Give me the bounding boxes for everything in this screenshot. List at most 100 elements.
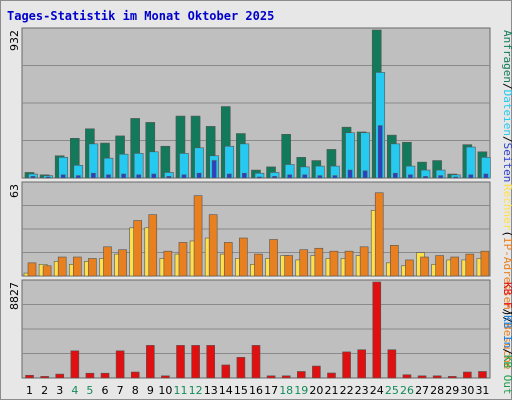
bar-kb-f-day-7 [115,350,125,379]
x-tick-label-day-20: 20 [309,384,323,397]
bar-kb-f-day-25 [387,349,397,379]
bar-seiten-day-30 [468,174,474,179]
x-tick-label-day-29: 29 [445,384,459,397]
bar-besuche-day-27 [420,256,429,277]
y-max-tick-label: 63 [8,184,21,198]
x-tick-label-day-3: 3 [56,384,63,397]
bar-kb-f-day-3 [55,373,65,379]
bar-kb-f-day-27 [417,375,427,379]
bar-seiten-day-5 [91,172,96,179]
bar-seiten-day-3 [60,174,66,179]
bar-seiten-day-1 [30,176,36,179]
legend-entry: Dateien [501,90,512,136]
bar-besuche-day-13 [208,214,218,277]
bar-seiten-day-24 [377,125,383,179]
bar-kb-f-day-17 [266,375,276,379]
bar-seiten-day-25 [393,172,398,179]
bar-kb-f-day-30 [463,371,472,379]
bar-kb-f-day-20 [312,365,321,379]
bar-besuche-day-25 [390,245,399,277]
legend-entry: / [501,83,512,90]
legend-entry: KB In [501,315,512,348]
bar-seiten-day-23 [362,170,368,179]
bar-kb-f-day-5 [85,372,95,379]
bar-dateien-day-15 [239,143,250,179]
x-tick-label-day-11: 11 [174,384,188,397]
bar-kb-f-day-13 [206,345,216,379]
legend-entry: KB F [501,282,512,309]
bar-seiten-day-6 [106,174,111,179]
bar-besuche-day-4 [72,256,82,277]
x-tick-label-day-23: 23 [355,384,369,397]
x-tick-label-day-27: 27 [415,384,429,397]
bar-besuche-day-21 [329,250,339,277]
x-tick-label-day-30: 30 [460,384,474,397]
bar-kb-f-day-31 [478,371,487,379]
bar-kb-f-day-29 [447,376,457,379]
bar-seiten-day-27 [423,176,428,179]
legend-entry: KB Out [501,355,512,395]
bar-kb-f-day-14 [221,364,231,379]
legend-entry: / [501,309,512,316]
x-tick-label-day-21: 21 [324,384,338,397]
bar-seiten-day-15 [242,172,247,179]
bar-seiten-day-2 [45,176,51,179]
bar-seiten-day-13 [211,160,217,179]
bar-seiten-day-9 [151,173,157,179]
legend-entry: ) [501,310,512,317]
bar-besuche-day-15 [239,237,248,277]
bar-seiten-day-26 [408,174,413,179]
visits-panel: 63 Rechner(IP-Adressen)/Besuche [8,181,512,369]
legend-entry: / [501,136,512,143]
bar-seiten-day-28 [438,175,443,179]
bar-kb-f-day-19 [296,371,306,379]
bar-besuche-day-3 [57,256,67,277]
legend-entry: Anfragen [501,30,512,83]
bar-besuche-day-5 [88,258,97,277]
bar-besuche-day-22 [344,250,354,277]
bar-kb-f-day-15 [236,357,246,379]
x-tick-label-day-12: 12 [189,384,203,397]
bar-besuche-day-10 [163,250,173,277]
y-max-tick-label: 8827 [8,282,21,310]
bar-seiten-day-31 [483,173,489,179]
bar-besuche-day-20 [314,247,324,277]
bar-besuche-day-8 [133,220,142,277]
legend: KB F/KB In/KB Out [501,282,512,395]
bar-kb-f-day-1 [25,374,34,379]
x-tick-label-day-18: 18 [279,384,293,397]
chart-title: Tages-Statistik im Monat Oktober 2025 [7,9,275,23]
bar-seiten-day-19 [302,174,308,179]
x-tick-label-day-9: 9 [147,384,154,397]
legend-entry: Seiten [501,143,512,183]
bar-besuche-day-28 [435,255,444,277]
x-tick-label-day-5: 5 [86,384,93,397]
x-tick-label-day-28: 28 [430,384,444,397]
bar-seiten-day-17 [272,176,277,179]
bar-besuche-day-31 [480,250,490,277]
legend: Rechner(IP-Adressen)/Besuche [501,184,512,369]
bar-seiten-day-14 [226,173,232,179]
bar-seiten-day-8 [136,174,141,179]
bar-besuche-day-12 [193,195,203,277]
x-tick-label-day-13: 13 [204,384,218,397]
x-tick-label-day-6: 6 [102,384,109,397]
bar-dateien-day-25 [390,143,401,179]
x-tick-label-day-8: 8 [132,384,139,397]
x-tick-label-day-19: 19 [294,384,308,397]
bar-besuche-day-26 [405,259,414,277]
bar-kb-f-day-23 [357,349,366,379]
bar-seiten-day-12 [196,172,202,179]
legend-entry: / [501,348,512,355]
bar-kb-f-day-4 [70,350,80,379]
legend-entry: Rechner [501,184,512,231]
bar-kb-f-day-28 [432,375,442,379]
bar-besuche-day-1 [27,262,37,277]
bar-kb-f-day-18 [281,375,291,379]
bar-seiten-day-21 [332,175,338,179]
bar-kb-f-day-22 [342,351,351,379]
bar-kb-f-day-26 [402,374,412,379]
bar-kb-f-day-8 [130,371,140,379]
